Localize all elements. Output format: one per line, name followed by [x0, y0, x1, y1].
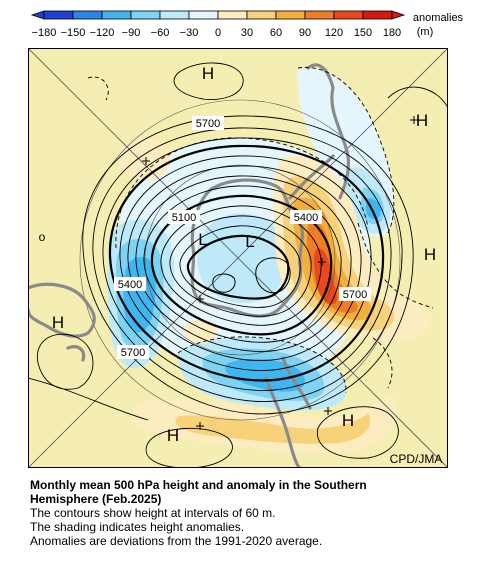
pressure-center-labels: H H H H H H L L o [39, 64, 436, 445]
extremum-markers [142, 116, 418, 430]
map-frame [28, 48, 448, 468]
caption-shading-note: The shading indicates height anomalies. [30, 520, 245, 534]
colorbar-swatch [304, 10, 335, 20]
contour-label: 5700 [121, 347, 145, 359]
height-contours [28, 62, 448, 468]
polar-stereographic-map: 5700 5100 5400 5400 5700 5700 H H H H H … [28, 48, 448, 468]
high-marker: H [167, 426, 179, 445]
colorbar: −180 −150 −120 −90 −60 −30 0 30 60 90 120 150 180 an… [0, 0, 480, 48]
colorbar-swatch [275, 10, 306, 20]
high-marker: H [202, 64, 214, 83]
contour-labels: 5700 5100 5400 5400 5700 5700 [114, 116, 371, 359]
colorbar-swatch [188, 10, 219, 20]
colorbar-swatch [72, 10, 103, 20]
negative-anomaly-region [123, 257, 156, 333]
figure-caption: Monthly mean 500 hPa height and anomaly … [30, 478, 470, 548]
colorbar-arrow-right [391, 10, 406, 20]
colorbar-tick-label: −180 [32, 27, 57, 39]
caption-title-line1: Monthly mean 500 hPa height and anomaly … [30, 478, 367, 492]
contour-label: 5100 [172, 212, 196, 224]
misc-marker: o [39, 230, 46, 244]
colorbar-swatch [159, 10, 190, 20]
positive-anomaly-region [183, 319, 217, 344]
colorbar-tick-label: 90 [299, 27, 311, 39]
colorbar-tick-label: 60 [270, 27, 282, 39]
credit-label: CPD/JMA [390, 452, 443, 466]
contour-label: 5400 [118, 279, 142, 291]
colorbar-unit: (m) [417, 26, 434, 38]
colorbar-tick-label: −90 [122, 27, 141, 39]
high-marker: H [342, 411, 354, 430]
colorbar-boxes [30, 10, 406, 20]
colorbar-tick-label: −120 [90, 27, 115, 39]
caption-contour-note: The contours show height at intervals of… [30, 506, 276, 520]
high-marker: H [424, 245, 436, 264]
caption-title-line2: Hemisphere (Feb.2025) [30, 492, 162, 506]
colorbar-swatch [246, 10, 277, 20]
colorbar-tick-label: −30 [180, 27, 199, 39]
colorbar-swatch [362, 10, 393, 20]
low-marker: L [198, 230, 207, 249]
colorbar-tick-label: −150 [61, 27, 86, 39]
contour-label: 5700 [196, 118, 220, 130]
colorbar-swatch [43, 10, 74, 20]
colorbar-tick-label: 120 [325, 27, 343, 39]
contour-label: 5400 [294, 212, 318, 224]
colorbar-unit-label: anomalies [413, 12, 464, 24]
colorbar-tick-label: 30 [241, 27, 253, 39]
colorbar-tick-label: −60 [151, 27, 170, 39]
colorbar-swatch [217, 10, 248, 20]
colorbar-swatch [333, 10, 364, 20]
colorbar-arrow-left [30, 10, 45, 20]
anomaly-shading [107, 67, 432, 453]
colorbar-swatch [130, 10, 161, 20]
projection-grid [28, 48, 448, 468]
high-marker: H [416, 111, 428, 130]
colorbar-tick-label: 150 [354, 27, 372, 39]
colorbar-tick-label: 0 [215, 27, 221, 39]
colorbar-tick-label: 180 [383, 27, 401, 39]
positive-anomaly-region [175, 413, 371, 444]
contour-label: 5700 [343, 289, 367, 301]
contour-5700 [108, 144, 385, 382]
colorbar-ticks: −180 −150 −120 −90 −60 −30 0 30 60 90 120 150 180 [32, 27, 402, 39]
contour-5400 [150, 194, 333, 336]
high-marker: H [52, 313, 64, 332]
low-marker: L [245, 232, 254, 251]
zero-anomaly-lines [87, 66, 434, 394]
colorbar-swatch [101, 10, 132, 20]
caption-anomaly-note: Anomalies are deviations from the 1991-2… [30, 534, 323, 548]
negative-anomaly-region [197, 213, 286, 304]
